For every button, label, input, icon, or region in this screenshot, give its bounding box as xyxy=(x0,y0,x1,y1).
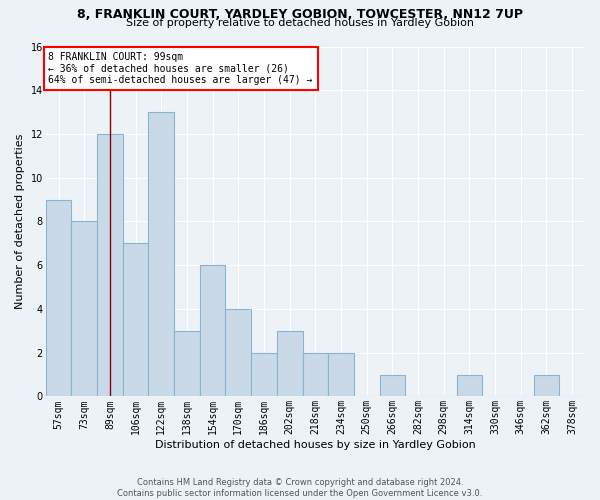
Text: Size of property relative to detached houses in Yardley Gobion: Size of property relative to detached ho… xyxy=(126,18,474,28)
Text: 8, FRANKLIN COURT, YARDLEY GOBION, TOWCESTER, NN12 7UP: 8, FRANKLIN COURT, YARDLEY GOBION, TOWCE… xyxy=(77,8,523,20)
Bar xyxy=(457,374,482,396)
Text: Contains HM Land Registry data © Crown copyright and database right 2024.
Contai: Contains HM Land Registry data © Crown c… xyxy=(118,478,482,498)
Bar xyxy=(46,200,71,396)
Bar xyxy=(200,265,226,396)
Bar xyxy=(251,352,277,397)
Bar xyxy=(148,112,174,397)
Y-axis label: Number of detached properties: Number of detached properties xyxy=(15,134,25,309)
Bar xyxy=(123,244,148,396)
Bar xyxy=(97,134,123,396)
Text: 8 FRANKLIN COURT: 99sqm
← 36% of detached houses are smaller (26)
64% of semi-de: 8 FRANKLIN COURT: 99sqm ← 36% of detache… xyxy=(49,52,313,85)
Bar xyxy=(174,331,200,396)
Bar xyxy=(302,352,328,397)
Bar xyxy=(380,374,405,396)
Bar xyxy=(277,331,302,396)
Bar xyxy=(328,352,354,397)
Bar xyxy=(71,222,97,396)
Bar xyxy=(533,374,559,396)
X-axis label: Distribution of detached houses by size in Yardley Gobion: Distribution of detached houses by size … xyxy=(155,440,476,450)
Bar xyxy=(226,309,251,396)
